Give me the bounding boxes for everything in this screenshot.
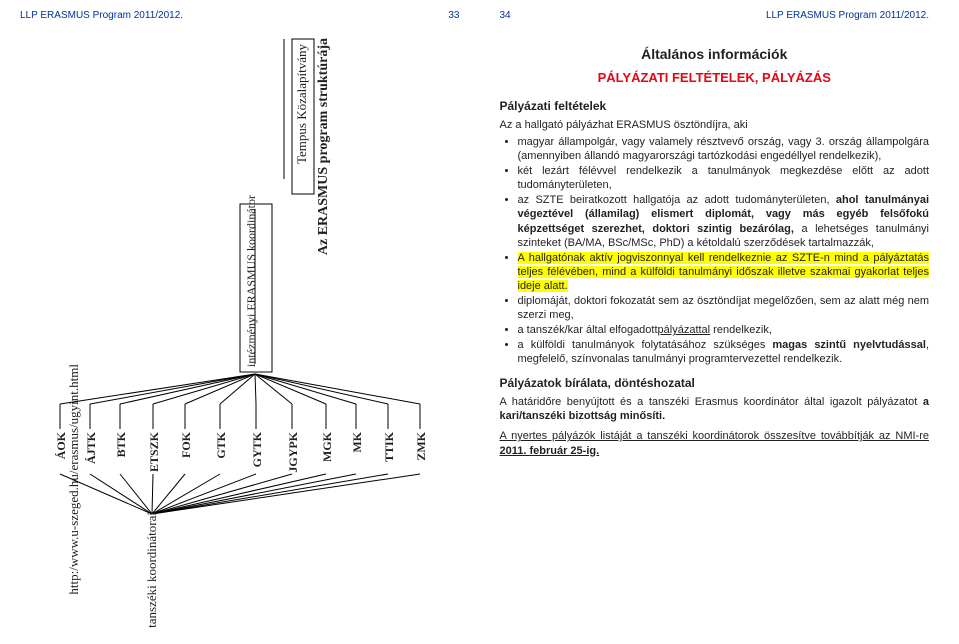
red-subtitle: PÁLYÁZATI FELTÉTELEK, PÁLYÁZÁS: [500, 70, 930, 85]
faculty-label: BTK: [114, 432, 129, 457]
diagram-lines: [40, 34, 440, 634]
list-item: magyar állampolgár, vagy valamely résztv…: [518, 135, 930, 163]
header-title-right: LLP ERASMUS Program 2011/2012.: [766, 10, 929, 24]
right-page: 34 LLP ERASMUS Program 2011/2012. Általá…: [480, 0, 959, 644]
faculty-label: MK: [350, 432, 365, 453]
faculty-label: TTIK: [382, 432, 397, 462]
list-item: A hallgatónak aktív jogviszonnyal kell r…: [518, 251, 930, 293]
tempus-box-label: Tempus Közalapítvány: [294, 44, 310, 164]
left-page: LLP ERASMUS Program 2011/2012. 33: [0, 0, 480, 644]
deadline-paragraph: A nyertes pályázók listáját a tanszéki k…: [500, 429, 930, 457]
list-item: diplomáját, doktori fokozatát sem az ösz…: [518, 294, 930, 322]
assessment-heading: Pályázatok bírálata, döntéshozatal: [500, 376, 930, 390]
faculty-label: MGK: [320, 432, 335, 462]
intro-paragraph: Az a hallgató pályázhat ERASMUS ösztöndí…: [500, 118, 930, 132]
bottom-label: tanszéki koordinátorai: [144, 512, 160, 628]
page-title: Általános információk: [500, 46, 930, 62]
diagram-title: Az ERASMUS program struktúrája: [316, 38, 332, 255]
header-title-left: LLP ERASMUS Program 2011/2012.: [20, 10, 183, 24]
intezmenyi-box-label: intézményi ERASMUS koordinátor: [244, 207, 258, 367]
list-item: a tanszék/kar által elfogadottpályázatta…: [518, 323, 930, 337]
right-content: Általános információk PÁLYÁZATI FELTÉTEL…: [500, 46, 930, 458]
faculty-label: FOK: [179, 432, 194, 458]
faculty-label: JGYPK: [286, 432, 301, 473]
conditions-list: magyar állampolgár, vagy valamely résztv…: [518, 135, 930, 366]
conditions-heading: Pályázati feltételek: [500, 99, 930, 113]
right-page-header: 34 LLP ERASMUS Program 2011/2012.: [500, 10, 930, 24]
url-label: http:/www.u-szeged.hu/erasmus/ugyint.htm…: [66, 364, 82, 595]
faculty-label: ÁJTK: [84, 432, 99, 464]
right-page-number: 34: [500, 10, 511, 24]
assessment-paragraph: A határidőre benyújtott és a tanszéki Er…: [500, 395, 930, 423]
diagram-area: Az ERASMUS program struktúrája Tempus Kö…: [40, 34, 440, 634]
faculty-label: GYTK: [250, 432, 265, 467]
faculty-label: GTK: [214, 432, 229, 459]
left-page-number: 33: [448, 10, 459, 24]
list-item: az SZTE beiratkozott hallgatója az adott…: [518, 193, 930, 249]
list-item: két lezárt félévvel rendelkezik a tanulm…: [518, 164, 930, 192]
list-item: a külföldi tanulmányok folytatásához szü…: [518, 338, 930, 366]
faculty-label: ETSZK: [147, 432, 162, 472]
left-page-header: LLP ERASMUS Program 2011/2012. 33: [20, 10, 460, 24]
faculty-label: ZMK: [414, 432, 429, 461]
